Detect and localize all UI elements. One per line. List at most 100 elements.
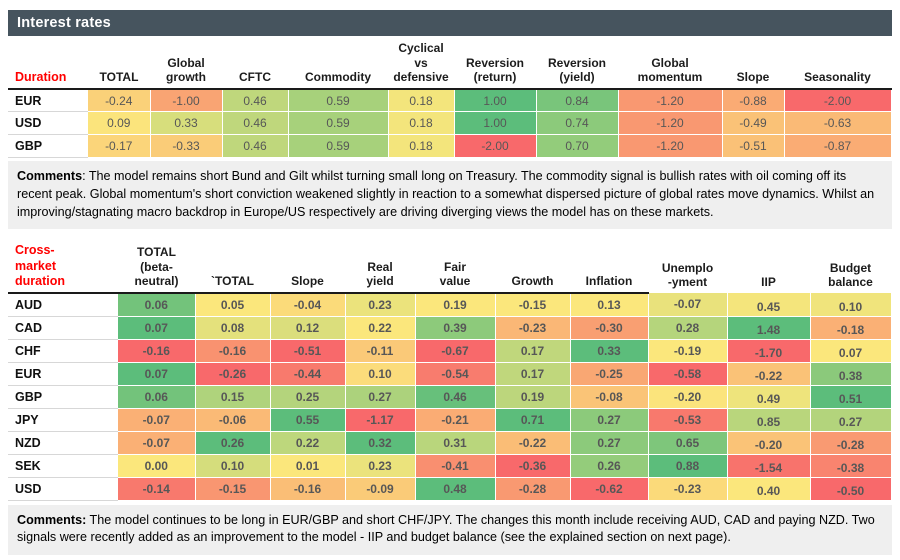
value-cell: 0.22 — [345, 316, 416, 340]
value-cell: 0.71 — [495, 408, 571, 432]
value-cell: -2.00 — [784, 88, 892, 113]
column-header: CFTC — [222, 38, 288, 90]
value-cell: 0.46 — [415, 385, 496, 409]
row-label: USD — [8, 477, 118, 501]
value-cell: -1.20 — [618, 111, 723, 136]
table-row: USD -0.14 -0.15 -0.16 -0.09 0.48 -0.28 -0.62 -0.… — [8, 477, 892, 501]
value-cell: 0.65 — [648, 431, 728, 455]
value-cell: 0.07 — [118, 362, 196, 386]
row-label: NZD — [8, 431, 118, 455]
value-cell: 0.88 — [648, 454, 728, 478]
value-cell: 0.85 — [727, 408, 811, 432]
column-header: Reversion (return) — [454, 38, 536, 90]
value-cell: 0.26 — [195, 431, 271, 455]
value-cell: -1.20 — [618, 134, 723, 159]
comments-text: The model continues to be long in EUR/GB… — [17, 512, 875, 545]
value-cell: 0.40 — [727, 477, 811, 501]
column-header: Real yield — [345, 233, 415, 294]
value-cell: -1.17 — [345, 408, 416, 432]
value-cell: -0.23 — [648, 477, 728, 501]
value-cell: 0.26 — [570, 454, 649, 478]
value-cell: -0.88 — [722, 88, 785, 113]
table-row: AUD 0.06 0.05 -0.04 0.23 0.19 -0.15 0.13 -0.07 0.… — [8, 293, 892, 317]
value-cell: 1.00 — [454, 88, 537, 113]
column-header: Slope — [270, 233, 345, 294]
value-cell: -1.00 — [150, 88, 223, 113]
row-label: EUR — [8, 362, 118, 386]
value-cell: 0.10 — [345, 362, 416, 386]
duration-table: Duration TOTAL Global growth CFTC Commodity C… — [8, 38, 892, 159]
value-cell: -0.58 — [648, 362, 728, 386]
value-cell: 0.74 — [536, 111, 619, 136]
value-cell: -0.22 — [495, 431, 571, 455]
value-cell: 0.10 — [810, 293, 892, 317]
value-cell: -0.36 — [495, 454, 571, 478]
value-cell: 0.17 — [495, 362, 571, 386]
value-cell: -0.16 — [270, 477, 346, 501]
column-header: Budget balance — [828, 260, 873, 290]
value-cell: 0.27 — [810, 408, 892, 432]
value-cell: 0.38 — [810, 362, 892, 386]
value-cell: -0.54 — [415, 362, 496, 386]
column-header: Growth — [495, 233, 570, 294]
table-row: CHF -0.16 -0.16 -0.51 -0.11 -0.67 0.17 0.33 -0.1… — [8, 339, 892, 363]
value-cell: -0.22 — [727, 362, 811, 386]
value-cell: -0.07 — [648, 293, 728, 317]
section-title-bar: Interest rates — [8, 10, 892, 36]
value-cell: 1.48 — [727, 316, 811, 340]
value-cell: 0.19 — [415, 293, 496, 317]
value-cell: -0.38 — [810, 454, 892, 478]
column-header: TOTAL (beta- neutral) — [118, 233, 195, 294]
value-cell: 0.01 — [270, 454, 346, 478]
value-cell: 0.33 — [150, 111, 223, 136]
value-cell: 0.27 — [345, 385, 416, 409]
value-cell: -0.51 — [270, 339, 346, 363]
value-cell: -2.00 — [454, 134, 537, 159]
value-cell: -0.06 — [195, 408, 271, 432]
value-cell: -0.24 — [88, 88, 151, 113]
value-cell: -0.19 — [648, 339, 728, 363]
row-label: CAD — [8, 316, 118, 340]
value-cell: -0.20 — [727, 431, 811, 455]
value-cell: 0.09 — [88, 111, 151, 136]
table-row: JPY -0.07 -0.06 0.55 -1.17 -0.21 0.71 0.27 -0.53… — [8, 408, 892, 432]
row-label: CHF — [8, 339, 118, 363]
value-cell: -0.26 — [195, 362, 271, 386]
value-cell: -0.16 — [118, 339, 196, 363]
value-cell: -0.41 — [415, 454, 496, 478]
value-cell: -1.20 — [618, 88, 723, 113]
column-header: Fair value — [415, 233, 495, 294]
row-label: EUR — [8, 88, 88, 113]
value-cell: -0.11 — [345, 339, 416, 363]
value-cell: -0.09 — [345, 477, 416, 501]
table-row: NZD -0.07 0.26 0.22 0.32 0.31 -0.22 0.27 0.65 -0.… — [8, 431, 892, 455]
value-cell: 0.45 — [727, 293, 811, 317]
value-cell: 0.33 — [570, 339, 649, 363]
comments-label: Comments — [17, 169, 83, 184]
value-cell: 0.70 — [536, 134, 619, 159]
value-cell: -0.04 — [270, 293, 346, 317]
value-cell: -0.17 — [88, 134, 151, 159]
value-cell: 0.55 — [270, 408, 346, 432]
row-label: USD — [8, 111, 88, 136]
column-header: IIP — [761, 275, 776, 290]
value-cell: 0.00 — [118, 454, 196, 478]
value-cell: -0.63 — [784, 111, 892, 136]
value-cell: 0.10 — [195, 454, 271, 478]
value-cell: 0.18 — [388, 134, 455, 159]
column-header: Inflation — [570, 233, 648, 294]
value-cell: -0.30 — [570, 316, 649, 340]
column-header: Reversion (yield) — [536, 38, 618, 90]
value-cell: -1.54 — [727, 454, 811, 478]
value-cell: 1.00 — [454, 111, 537, 136]
value-cell: 0.59 — [288, 88, 389, 113]
section-title: Interest rates — [17, 15, 111, 31]
value-cell: 0.05 — [195, 293, 271, 317]
corner-label: Cross- market duration — [8, 233, 118, 294]
row-label: AUD — [8, 293, 118, 317]
header-row: Duration TOTAL Global growth CFTC Commodity C… — [8, 38, 891, 90]
column-header: Commodity — [288, 38, 388, 90]
value-cell: 0.15 — [195, 385, 271, 409]
row-label: GBP — [8, 385, 118, 409]
